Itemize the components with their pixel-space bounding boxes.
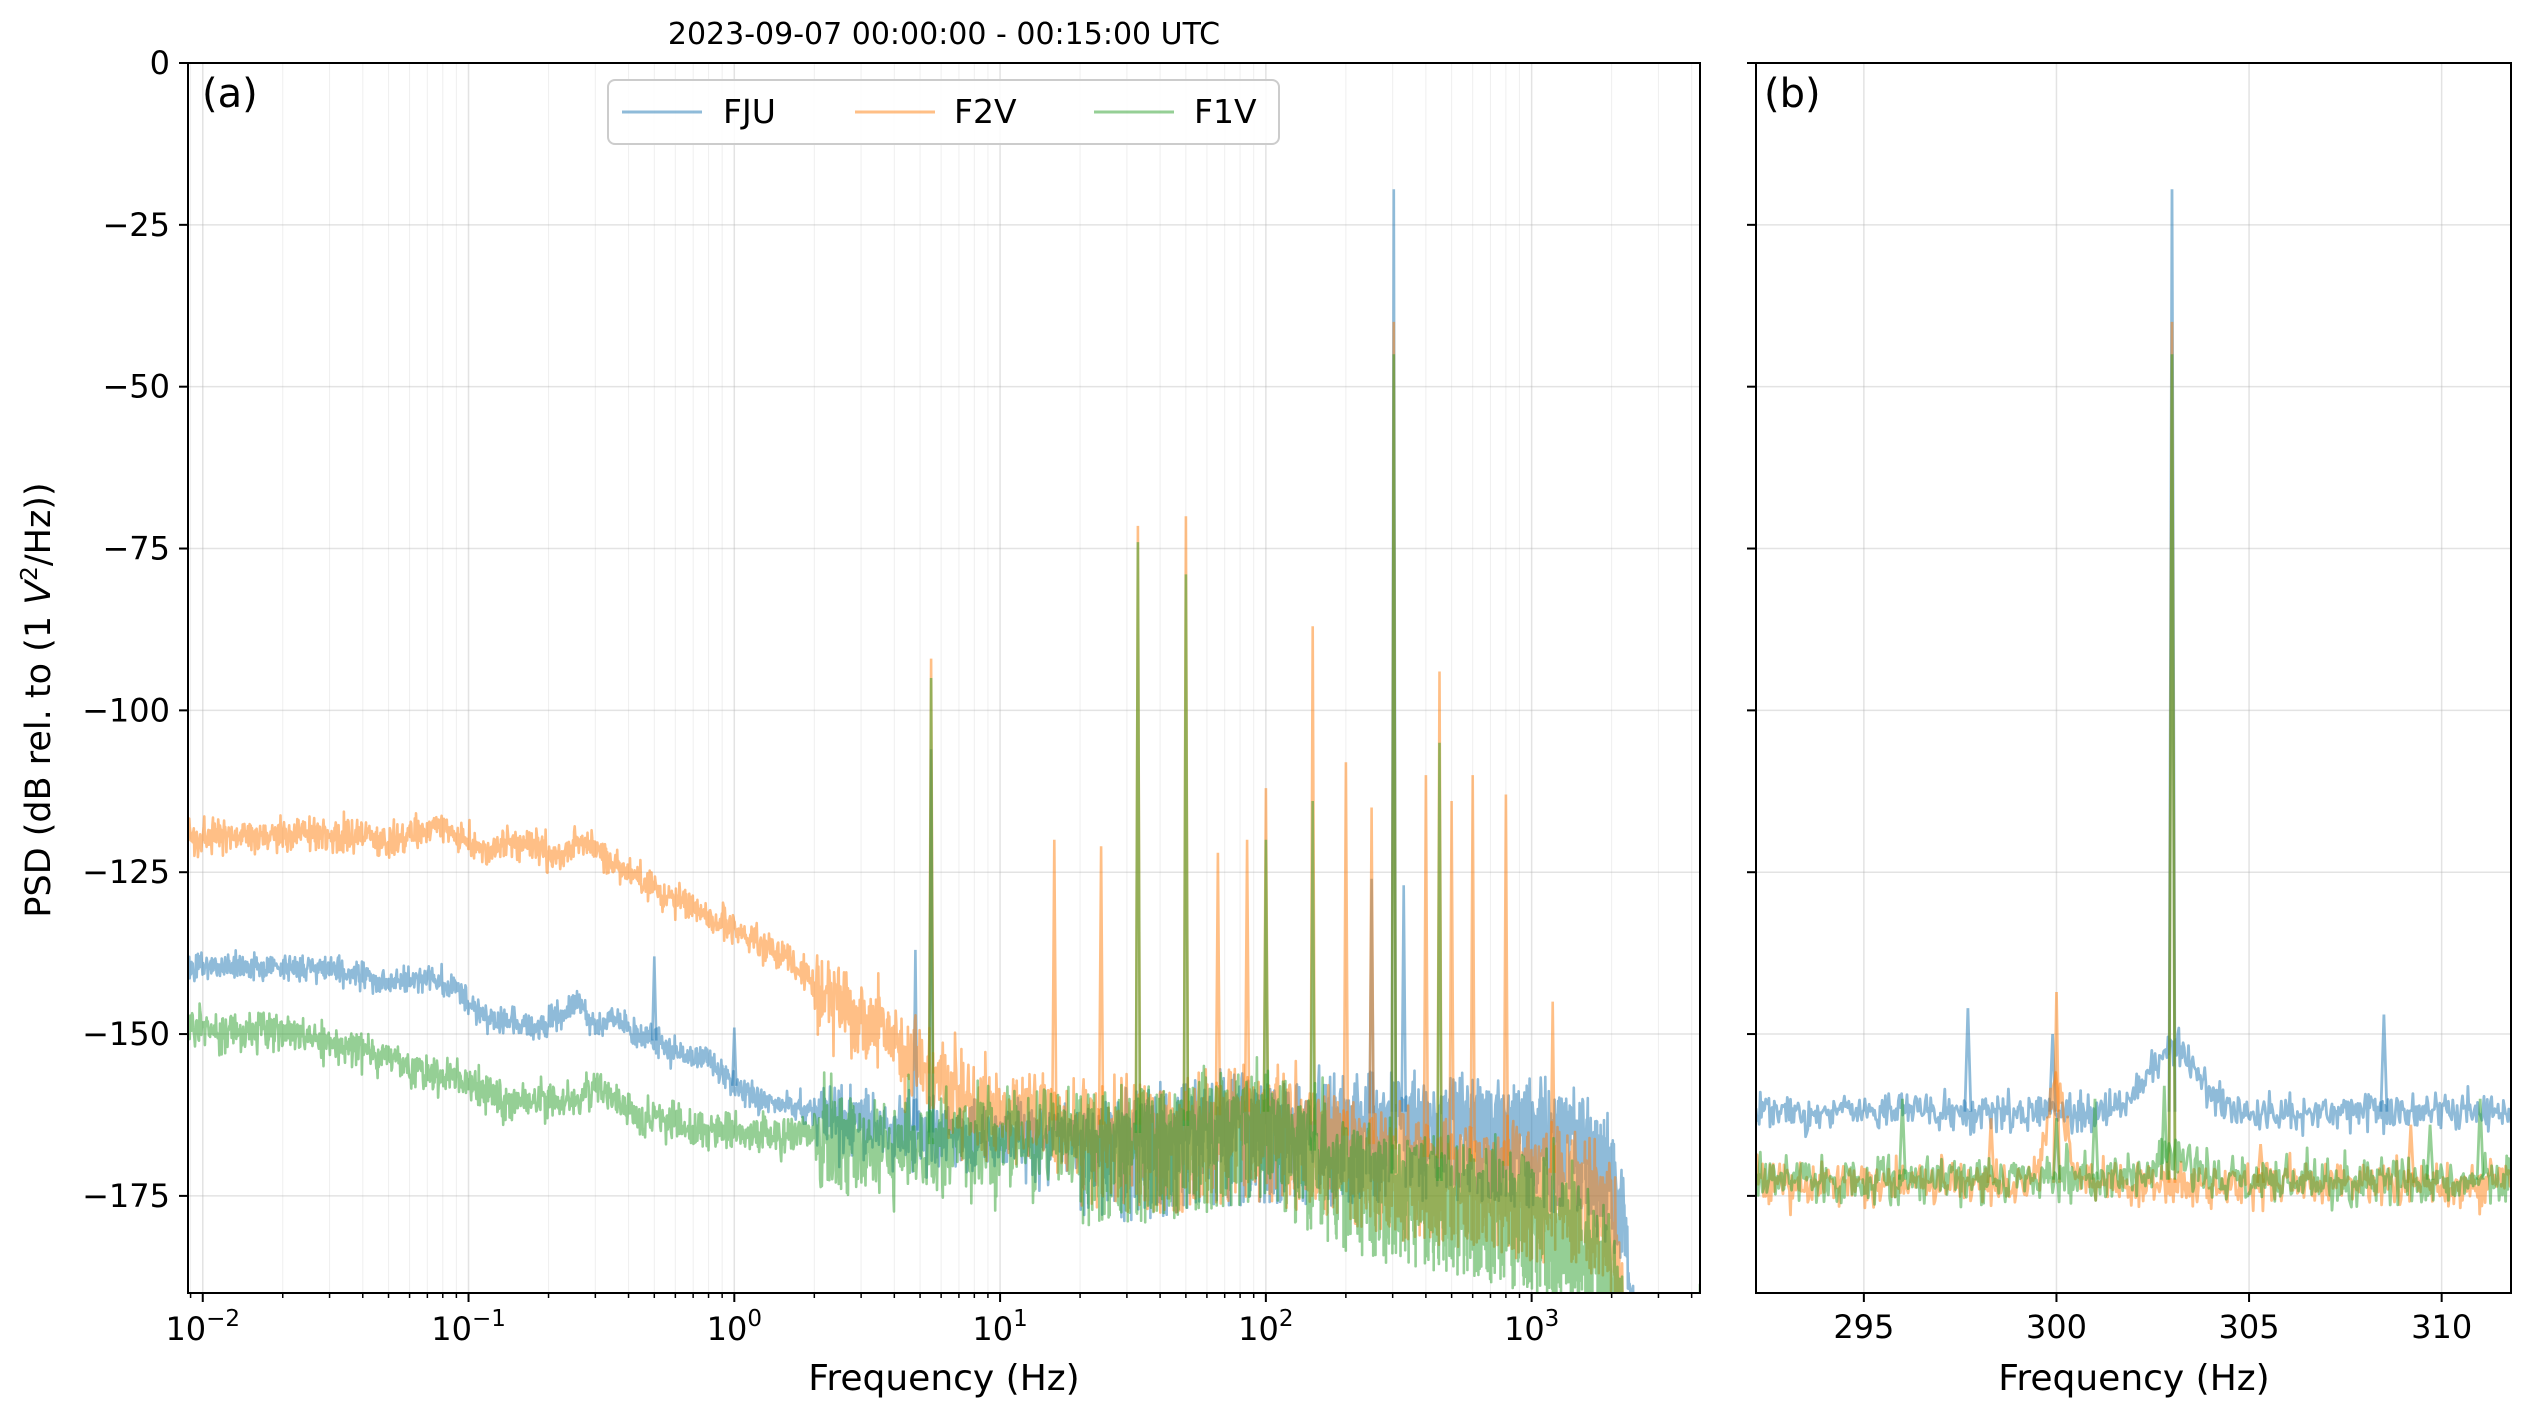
x-tick-label: 103 <box>1504 1306 1559 1348</box>
x-tick-label: 310 <box>2411 1308 2472 1346</box>
panel-b: 295 300 305 310 (b) Frequency (Hz) <box>1747 62 2512 1399</box>
peak-f1v <box>1182 574 1190 1127</box>
panel-a: 10−2 10−1 100 101 102 103 0 −25 −50 −75 −100 −125 −1… <box>82 44 1701 1399</box>
y-tick-label: −75 <box>102 530 170 568</box>
panel-b-label: (b) <box>1764 71 1821 117</box>
panel-b-ticks: 295 300 305 310 <box>1747 62 2472 1346</box>
y-axis-label: PSD (dB rel. to (1 V2/Hz)) <box>17 482 59 917</box>
legend-label-f1v: F1V <box>1194 92 1257 131</box>
peak-f2v <box>1502 794 1510 1166</box>
panel-b-x-axis-label: Frequency (Hz) <box>1998 1358 2269 1399</box>
series-line-fju-panel-b <box>1756 1026 2511 1139</box>
figure-title: 2023-09-07 00:00:00 - 00:15:00 UTC <box>668 17 1220 52</box>
peak-f2v <box>1051 839 1058 1121</box>
peak-f1v <box>2052 1118 2061 1180</box>
y-tick-label: −100 <box>82 691 170 729</box>
x-tick-label: 305 <box>2219 1308 2280 1346</box>
peak-f1v <box>1898 1098 1907 1180</box>
peak-f2v <box>1243 839 1251 1112</box>
peak-f1v <box>1436 742 1443 1182</box>
peak-f2v <box>1549 1001 1556 1173</box>
peak-fju <box>731 1027 738 1086</box>
legend-label-f2v: F2V <box>954 92 1017 131</box>
peak-f2v <box>1342 762 1350 1136</box>
legend: FJU F2V F1V <box>607 79 1280 145</box>
x-tick-label: 295 <box>1833 1308 1894 1346</box>
legend-label-fju: FJU <box>723 92 776 131</box>
peak-f2v <box>1448 800 1455 1160</box>
peak-f2v <box>1469 775 1476 1162</box>
peak-f1v <box>927 677 935 1145</box>
y-tick-label: −50 <box>102 368 170 406</box>
peak-f1v <box>1262 839 1270 1112</box>
peak-f1v <box>2159 1085 2169 1180</box>
peak-fju <box>1400 885 1407 1112</box>
x-tick-label: 100 <box>707 1306 762 1348</box>
x-tick-label: 102 <box>1238 1306 1293 1348</box>
x-tick-label: 300 <box>2026 1308 2087 1346</box>
y-tick-label: −150 <box>82 1015 170 1053</box>
y-tick-label: −25 <box>102 206 170 244</box>
panel-b-frame <box>1755 62 2512 1294</box>
peak-f2v <box>1422 775 1430 1158</box>
peak-fju <box>651 956 658 1041</box>
y-tick-label: −125 <box>82 853 170 891</box>
peak-f1v <box>2167 354 2177 1180</box>
legend-frame <box>607 79 1280 145</box>
peak-f1v <box>1309 800 1316 1151</box>
peak-f1v <box>1390 354 1398 1174</box>
y-tick-label: 0 <box>150 44 170 82</box>
y-tick-label: −175 <box>82 1177 170 1215</box>
x-tick-label: 101 <box>972 1306 1027 1348</box>
panel-a-label: (a) <box>202 71 258 117</box>
peak-f1v <box>2090 1098 2100 1180</box>
peak-f2v <box>1097 846 1105 1125</box>
panel-a-series <box>188 189 1700 1293</box>
series-line-f1v-panel-b <box>1756 1137 2511 1212</box>
x-tick-label: 10−2 <box>165 1306 240 1348</box>
panel-a-x-axis-label: Frequency (Hz) <box>808 1358 1079 1399</box>
panel-b-series <box>1756 189 2511 1217</box>
peak-fju <box>2379 1014 2389 1112</box>
peak-f2v <box>1368 807 1375 1145</box>
peak-f1v <box>1134 542 1142 1134</box>
peak-f2v <box>1214 852 1222 1116</box>
panel-a-ticks: 10−2 10−1 100 101 102 103 0 −25 −50 −75 −100 −125 −1… <box>82 44 1693 1348</box>
peak-f1v <box>2475 1098 2485 1180</box>
series-line-f1v-panel-a <box>188 1002 1700 1293</box>
peak-fju <box>1963 1008 1973 1112</box>
x-tick-label: 10−1 <box>431 1306 506 1348</box>
panel-a-frame <box>187 62 1701 1294</box>
peak-f1v <box>2425 1124 2435 1180</box>
peak-f2v <box>2052 991 2061 1183</box>
